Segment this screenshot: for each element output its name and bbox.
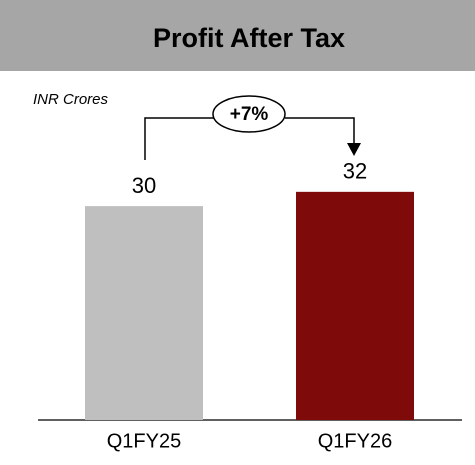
- value-label: 32: [343, 159, 367, 184]
- unit-label: INR Crores: [33, 91, 109, 108]
- bracket-left: [144, 117, 214, 160]
- x-tick-label: Q1FY25: [107, 430, 181, 452]
- bracket-right: [285, 117, 355, 145]
- change-label: +7%: [230, 104, 269, 125]
- value-label: 30: [132, 173, 156, 198]
- header-band: [0, 0, 475, 71]
- chart-title: Profit After Tax: [153, 23, 345, 53]
- arrow-head: [347, 143, 361, 156]
- bar: [85, 206, 203, 420]
- change-ellipse: [212, 95, 286, 133]
- bar: [296, 191, 414, 420]
- x-tick-label: Q1FY26: [318, 430, 392, 452]
